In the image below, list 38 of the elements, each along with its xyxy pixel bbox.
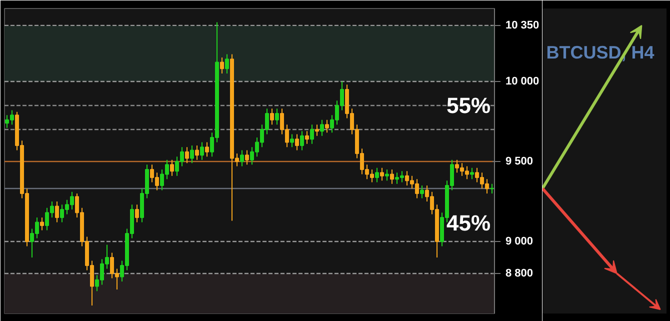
annotation: 45%: [446, 210, 491, 236]
candlestick: [225, 54, 229, 74]
candlestick: [375, 167, 379, 183]
candlestick: [490, 183, 494, 194]
candlestick: [380, 167, 384, 182]
y-tick-label: 8 800: [506, 267, 534, 280]
candlestick: [390, 168, 394, 184]
candlestick: [270, 108, 274, 126]
y-tick-label: 10 000: [506, 75, 540, 88]
candlestick: [295, 134, 299, 151]
candlestick: [170, 159, 174, 176]
candlestick: [385, 168, 389, 182]
candlestick: [315, 124, 319, 136]
candlestick: [190, 144, 194, 164]
candlestick: [40, 216, 44, 231]
annotation: 55%: [446, 92, 491, 118]
candlestick: [220, 56, 224, 74]
candlestick: [290, 134, 294, 148]
candlestick: [55, 200, 59, 223]
y-tick-label: 10 350: [506, 19, 540, 32]
candlestick: [240, 150, 244, 167]
candlestick: [185, 146, 189, 164]
candlestick: [320, 119, 324, 136]
candlestick: [470, 167, 474, 180]
candlestick: [325, 119, 329, 134]
candlestick: [305, 130, 309, 144]
candlestick: [310, 124, 314, 144]
candlestick: [200, 142, 204, 160]
y-tick-label: 9 500: [506, 155, 534, 168]
candlestick: [275, 108, 279, 126]
candlestick: [420, 184, 424, 199]
candlestick: [205, 142, 209, 158]
y-tick-label: 9 000: [506, 235, 534, 248]
candlestick: [245, 150, 249, 166]
candlestick: [195, 144, 199, 160]
candlestick: [300, 130, 304, 151]
candlestick: [135, 204, 139, 223]
text: BTCUSD, H4: [546, 42, 654, 62]
